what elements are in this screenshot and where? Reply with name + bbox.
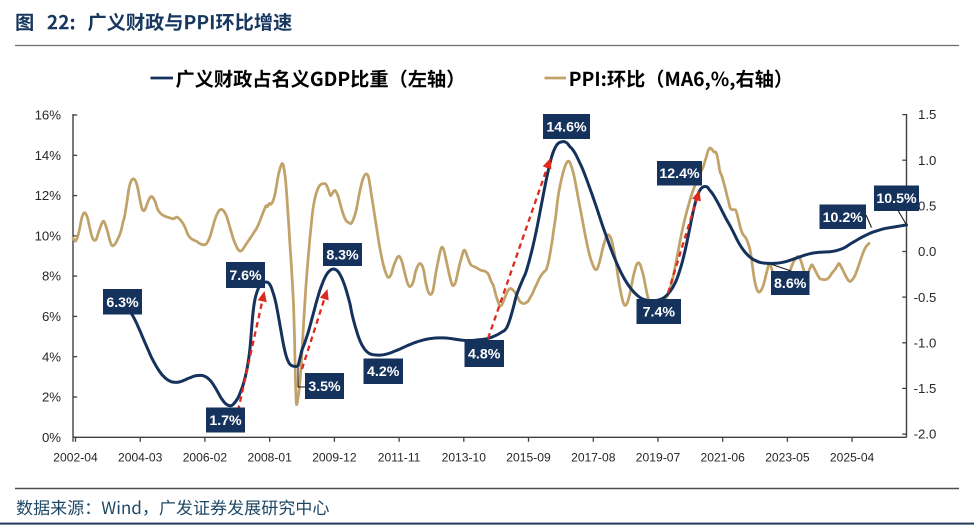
svg-text:3.5%: 3.5%: [308, 379, 341, 395]
svg-text:2006-02: 2006-02: [183, 451, 228, 465]
svg-text:1.0: 1.0: [918, 153, 936, 168]
svg-text:8%: 8%: [42, 269, 61, 284]
svg-text:2025-04: 2025-04: [830, 451, 875, 465]
svg-text:2009-12: 2009-12: [312, 451, 357, 465]
svg-text:8.3%: 8.3%: [326, 248, 359, 264]
svg-text:2002-04: 2002-04: [53, 451, 98, 465]
svg-text:2021-06: 2021-06: [701, 451, 746, 465]
svg-text:4%: 4%: [42, 349, 61, 364]
svg-text:-1.0: -1.0: [914, 335, 937, 350]
svg-text:2013-10: 2013-10: [442, 451, 487, 465]
svg-text:-0.5: -0.5: [914, 290, 937, 305]
svg-text:4.8%: 4.8%: [468, 347, 501, 363]
svg-text:10%: 10%: [35, 229, 62, 244]
svg-text:7.6%: 7.6%: [229, 268, 262, 284]
svg-text:12.4%: 12.4%: [659, 166, 700, 182]
svg-text:10.5%: 10.5%: [876, 191, 917, 207]
svg-text:2019-07: 2019-07: [636, 451, 681, 465]
svg-text:6%: 6%: [42, 309, 61, 324]
svg-text:6.3%: 6.3%: [106, 295, 139, 311]
svg-text:10.2%: 10.2%: [823, 210, 864, 226]
svg-text:2%: 2%: [42, 390, 61, 405]
svg-text:1.5: 1.5: [918, 107, 936, 122]
svg-text:0.5: 0.5: [918, 198, 936, 213]
svg-text:16%: 16%: [35, 108, 62, 123]
svg-text:4.2%: 4.2%: [367, 364, 400, 380]
svg-text:2017-08: 2017-08: [571, 451, 616, 465]
svg-text:2008-01: 2008-01: [248, 451, 293, 465]
svg-text:8.6%: 8.6%: [774, 276, 807, 292]
svg-text:-1.5: -1.5: [914, 381, 937, 396]
svg-text:14.6%: 14.6%: [546, 120, 587, 136]
svg-text:14%: 14%: [35, 148, 62, 163]
svg-text:12%: 12%: [35, 188, 62, 203]
svg-text:2004-03: 2004-03: [118, 451, 163, 465]
svg-text:2015-09: 2015-09: [506, 451, 551, 465]
svg-text:2023-05: 2023-05: [765, 451, 810, 465]
svg-text:2011-11: 2011-11: [378, 451, 421, 465]
svg-text:0%: 0%: [42, 430, 61, 445]
svg-text:-2.0: -2.0: [914, 427, 937, 442]
svg-text:0.0: 0.0: [918, 244, 936, 259]
svg-text:1.7%: 1.7%: [209, 413, 242, 429]
svg-text:7.4%: 7.4%: [643, 305, 676, 321]
